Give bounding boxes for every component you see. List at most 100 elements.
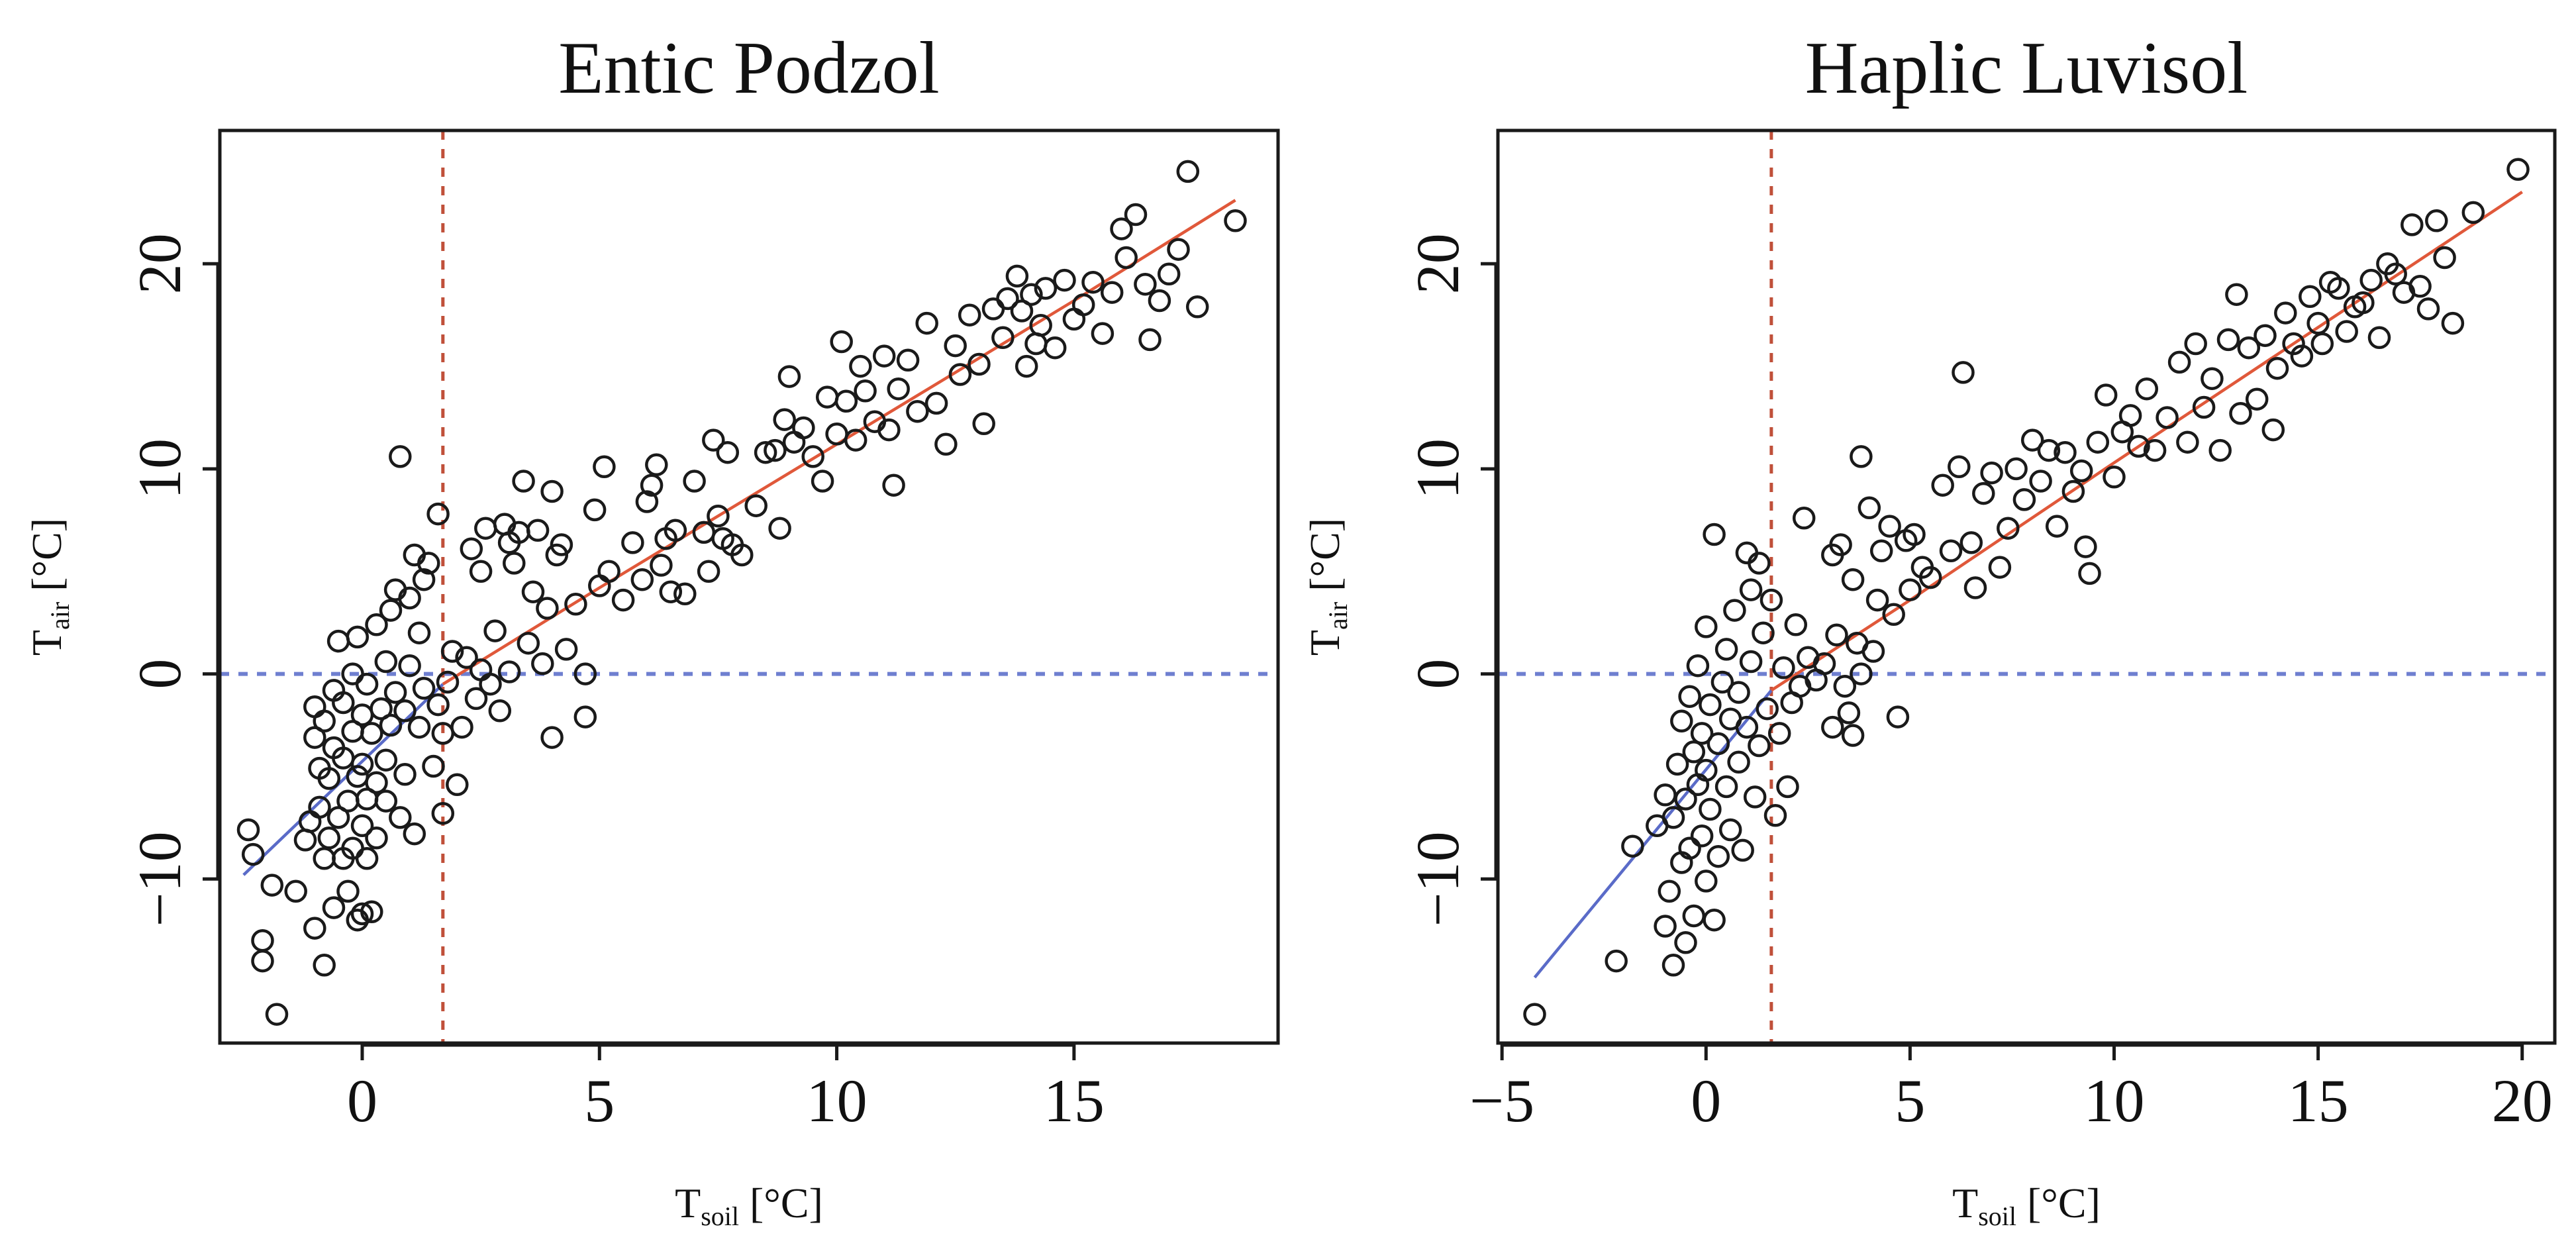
scatter-point <box>497 660 521 683</box>
scatter-point <box>1759 588 1783 612</box>
scatter-point <box>2237 336 2261 360</box>
scatter-point <box>1952 361 1975 384</box>
y-axis-label-base: T <box>23 630 70 656</box>
scatter-point <box>877 418 901 442</box>
scatter-point <box>1029 313 1052 337</box>
fit-line-above-threshold <box>1770 191 2523 692</box>
scatter-point <box>1695 870 1718 893</box>
scatter-point <box>707 504 730 528</box>
scatter-point <box>887 377 910 401</box>
y-axis-label: Tair [°C] <box>23 518 75 656</box>
scatter-point <box>374 789 398 813</box>
scatter-point <box>1682 740 1706 764</box>
scatter-point <box>1678 836 1701 860</box>
scatter-point <box>407 715 431 739</box>
scatter-point <box>1784 613 1808 636</box>
panel-haplic-luvisol: Haplic Luvisol −5 0 5 10 15 20 −10 0 10 20 Tsoil [°… <box>1301 27 2557 1231</box>
scatter-point <box>2274 301 2297 325</box>
scatter-point <box>611 588 635 612</box>
x-tick-label: 20 <box>2492 1067 2553 1134</box>
scatter-point <box>426 693 450 717</box>
scatter-point <box>2020 428 2044 452</box>
scatter-point <box>1695 758 1718 782</box>
scatter-point <box>764 438 787 462</box>
scatter-point <box>1605 949 1628 973</box>
scatter-point <box>550 533 573 556</box>
scatter-point <box>540 479 564 503</box>
scatter-point <box>1710 670 1734 694</box>
scatter-point <box>464 687 488 711</box>
scatter-point <box>1903 523 1926 546</box>
scatter-point <box>536 597 559 620</box>
scatter-point <box>2005 457 2028 481</box>
scatter-point <box>1100 281 1124 304</box>
x-axis-label-base: T <box>1952 1179 1978 1227</box>
scatter-point <box>1654 915 1677 938</box>
scatter-point <box>422 754 445 778</box>
y-tick-label: 10 <box>1404 438 1471 499</box>
scatter-point <box>834 389 858 413</box>
scatter-point <box>773 408 796 431</box>
scatter-point <box>830 330 853 354</box>
scatter-point <box>313 709 336 733</box>
scatter-point <box>697 560 720 583</box>
y-axis-label-unit: [°C] <box>23 518 70 602</box>
x-tick-label: 10 <box>807 1067 867 1134</box>
scatter-point <box>967 352 991 376</box>
scatter-point <box>389 806 412 829</box>
scatter-point <box>1899 578 1922 601</box>
scatter-point <box>1157 262 1181 286</box>
x-tick-label: 5 <box>1895 1067 1925 1134</box>
scatter-point <box>1931 474 1954 497</box>
scatter-point <box>360 722 383 745</box>
scatter-point <box>2012 488 2036 511</box>
scatter-point <box>2045 515 2069 538</box>
y-tick-label: 20 <box>126 233 193 294</box>
scatter-point <box>393 699 417 723</box>
scatter-point <box>1703 908 1726 932</box>
scatter-point <box>958 303 981 326</box>
scatter-point <box>398 586 421 610</box>
scatter-point <box>635 490 659 513</box>
scatter-point <box>284 879 307 903</box>
scatter-point <box>460 537 483 560</box>
scatter-point <box>355 847 379 870</box>
scatter-point <box>2359 268 2383 292</box>
x-axis-label-unit: [°C] <box>739 1179 823 1227</box>
scatter-point <box>2225 283 2248 306</box>
scatter-point <box>389 445 412 468</box>
scatter-point <box>2290 344 2314 368</box>
x-axis-label-subscript: soil <box>701 1201 739 1231</box>
scatter-point <box>436 670 460 694</box>
scatter-point <box>2408 275 2432 298</box>
scatter-point <box>379 713 403 737</box>
scatter-point <box>2216 328 2240 352</box>
scatter-point <box>1714 638 1738 661</box>
scatter-point <box>512 470 535 493</box>
scatter-point <box>1690 824 1714 848</box>
scatter-point <box>2167 350 2191 374</box>
scatter-point <box>1878 515 1901 538</box>
scatter-point <box>2310 332 2334 356</box>
scatter-point <box>360 900 383 924</box>
scatter-point <box>326 806 350 829</box>
scatter-point <box>370 697 393 721</box>
scatter-point <box>1841 568 1865 591</box>
scatter-point <box>792 416 815 440</box>
scatter-point <box>526 519 550 542</box>
scatter-point <box>374 748 398 772</box>
scatter-point <box>2061 479 2085 503</box>
scatter-point <box>322 896 346 919</box>
scatter-point <box>2335 320 2358 343</box>
scatter-point <box>1767 722 1791 745</box>
scatter-point <box>365 771 388 794</box>
scatter-point <box>1735 715 1759 739</box>
scatter-point <box>1176 160 1200 183</box>
scatter-point <box>768 517 791 540</box>
scatter-point <box>1772 656 1795 679</box>
scatter-point <box>1980 461 2003 485</box>
scatter-point <box>540 726 564 749</box>
scatter-point <box>1110 217 1133 240</box>
scatter-point <box>1882 603 1905 626</box>
